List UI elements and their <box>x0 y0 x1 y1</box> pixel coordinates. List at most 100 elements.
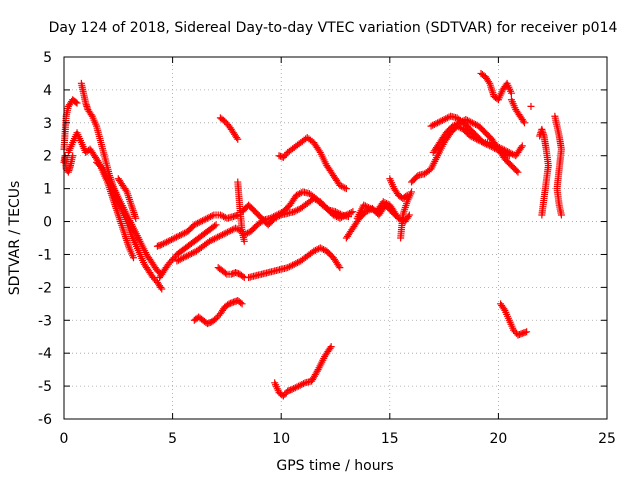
data-point-interp <box>195 218 203 226</box>
data-point <box>284 264 292 272</box>
data-point <box>240 237 248 245</box>
data-point-interp <box>333 208 341 216</box>
y-tick-label: 2 <box>43 149 52 165</box>
data-point-interp <box>430 120 438 128</box>
x-tick-label: 25 <box>598 431 616 447</box>
data-point-interp <box>157 283 165 291</box>
grid <box>64 57 607 419</box>
data-point-interp <box>188 250 196 258</box>
data-point <box>197 218 205 226</box>
data-point-interp <box>487 143 495 151</box>
data-point <box>173 257 181 265</box>
data-point-interp <box>326 344 334 352</box>
data-point-interp <box>381 199 389 207</box>
data-point-interp <box>311 246 319 254</box>
data-point <box>310 247 318 255</box>
data-point-interp <box>290 385 298 393</box>
data-point-interp <box>217 232 225 240</box>
y-tick-label: -6 <box>38 412 52 428</box>
data-point-interp <box>432 120 440 128</box>
data-point <box>527 102 535 110</box>
data-point <box>206 237 214 245</box>
data-point <box>392 211 400 219</box>
data-point <box>212 234 220 242</box>
data-point-interp <box>429 121 437 129</box>
data-point-interp <box>341 184 349 192</box>
data-point-interp <box>443 114 451 122</box>
data-point-interp <box>452 120 460 128</box>
data-point-interp <box>122 186 130 194</box>
data-point <box>186 250 194 258</box>
data-points <box>60 69 565 400</box>
x-tick-label: 10 <box>272 431 290 447</box>
data-point-interp <box>391 209 399 217</box>
data-point-interp <box>292 207 300 215</box>
data-point-interp <box>209 236 217 244</box>
data-point <box>405 211 413 219</box>
data-point-interp <box>365 204 373 212</box>
data-point-interp <box>463 116 471 124</box>
data-point-interp <box>293 259 301 267</box>
data-point-interp <box>318 245 326 253</box>
data-point-interp <box>504 151 512 159</box>
data-point <box>349 208 357 216</box>
data-point-interp <box>176 232 184 240</box>
data-point <box>468 119 476 127</box>
data-point <box>366 204 374 212</box>
data-point-interp <box>168 236 176 244</box>
data-point-interp <box>336 210 344 218</box>
data-point-interp <box>228 226 236 234</box>
data-point-interp <box>271 212 279 220</box>
data-point-interp <box>368 205 376 213</box>
data-point <box>486 142 494 150</box>
y-axis-title: SDTVAR / TECUs <box>7 181 23 296</box>
data-point <box>557 211 565 219</box>
data-point <box>440 116 448 124</box>
x-tick-label: 5 <box>168 431 177 447</box>
data-point-interp <box>207 236 215 244</box>
data-point <box>327 343 335 351</box>
data-point <box>216 211 224 219</box>
data-point <box>360 201 368 209</box>
data-point-interp <box>218 212 226 220</box>
data-point <box>158 285 166 293</box>
data-point-interp <box>335 262 343 270</box>
data-point-interp <box>244 229 252 237</box>
data-point-interp <box>183 252 191 260</box>
data-point <box>164 237 172 245</box>
data-point <box>520 119 528 127</box>
x-tick-label: 20 <box>489 431 507 447</box>
data-point-interp <box>383 199 391 207</box>
data-point-interp <box>268 213 276 221</box>
data-point-interp <box>294 190 302 198</box>
data-point-interp <box>194 219 202 227</box>
data-point-interp <box>215 232 223 240</box>
data-point <box>158 241 166 249</box>
data-point <box>379 198 387 206</box>
data-point-interp <box>482 140 490 148</box>
data-point-interp <box>438 116 446 124</box>
data-point-interp <box>335 209 343 217</box>
y-tick-label: 4 <box>43 83 52 99</box>
data-point-interp <box>313 367 321 375</box>
data-point-interp <box>169 235 177 243</box>
data-point-interp <box>517 144 525 151</box>
data-point <box>455 119 463 127</box>
data-point <box>171 234 179 242</box>
data-point-interp <box>289 261 297 269</box>
data-point <box>345 213 353 221</box>
data-point <box>219 231 227 239</box>
data-point-interp <box>296 381 304 389</box>
data-point <box>427 122 435 130</box>
data-point <box>466 132 474 140</box>
data-point-interp <box>481 139 489 147</box>
data-point-interp <box>437 117 445 125</box>
data-point-interp <box>363 203 371 211</box>
data-point-interp <box>320 246 328 254</box>
x-tick-label: 15 <box>381 431 399 447</box>
data-point-interp <box>296 190 304 198</box>
x-tick-label: 0 <box>60 431 69 447</box>
data-point-interp <box>172 233 180 241</box>
data-point-interp <box>214 233 222 241</box>
data-point-interp <box>220 230 228 238</box>
